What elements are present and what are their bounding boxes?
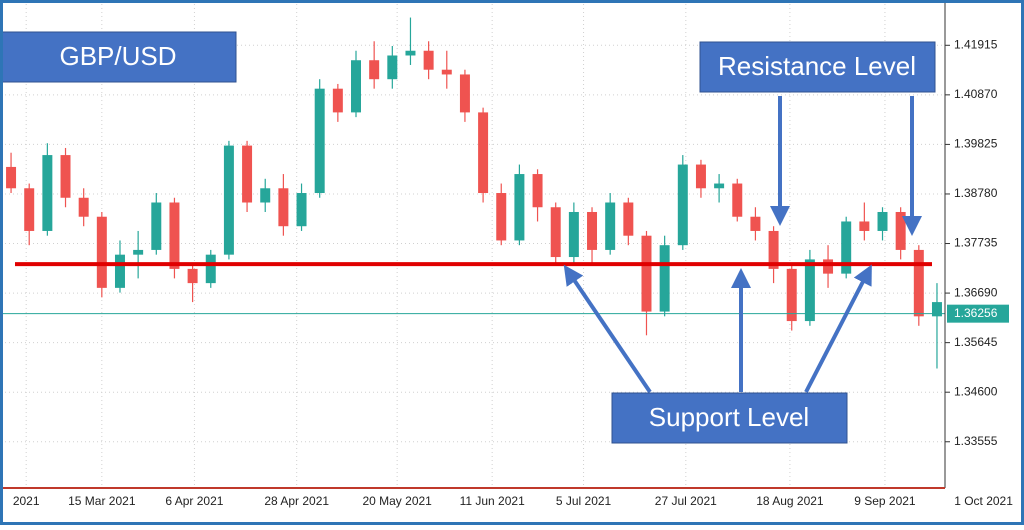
candle-body	[96, 216, 107, 288]
candle-body	[205, 254, 216, 284]
x-tick-label: 18 Aug 2021	[756, 494, 824, 508]
y-tick-label: 1.40870	[954, 87, 998, 101]
y-tick-label: 1.41915	[954, 37, 998, 51]
candle-body	[895, 211, 906, 250]
x-tick-label: 2021	[13, 494, 40, 508]
y-tick-label: 1.33555	[954, 434, 998, 448]
candle-body	[532, 174, 543, 208]
candle-body	[677, 164, 688, 246]
candle-body	[260, 188, 271, 203]
candle-body	[714, 183, 725, 189]
resistance-label: Resistance Level	[718, 51, 916, 81]
candle-body	[351, 60, 361, 113]
resistance-box	[699, 41, 936, 93]
candle-body	[605, 202, 616, 250]
x-tick-label: 5 Jul 2021	[556, 494, 612, 508]
support-box	[611, 392, 848, 444]
candle-body	[278, 188, 289, 227]
x-tick-label: 11 Jun 2021	[460, 494, 525, 508]
candle-body	[24, 188, 35, 231]
arrow	[563, 264, 652, 394]
candle-body	[514, 174, 525, 241]
candle-body	[42, 155, 53, 231]
candle-body	[114, 254, 125, 288]
candle-body	[133, 249, 144, 255]
candle-body	[6, 166, 17, 189]
candle-body	[60, 155, 71, 198]
candle-body	[187, 268, 198, 284]
candle-body	[623, 202, 634, 236]
candle-body	[841, 221, 852, 274]
candle-body	[587, 211, 598, 250]
candle-body	[151, 202, 162, 250]
candle-body	[78, 197, 89, 217]
candle-body	[641, 235, 652, 312]
current-price-label: 1.36256	[954, 306, 998, 320]
candle-body	[877, 211, 888, 231]
chart-title: GBP/USD	[59, 41, 176, 71]
candle-body	[659, 245, 670, 312]
y-tick-label: 1.36690	[954, 285, 998, 299]
candle-body	[314, 88, 325, 194]
candle-body	[931, 302, 942, 317]
candle-body	[169, 202, 180, 269]
candle-body	[423, 50, 434, 70]
candle-body	[786, 268, 797, 322]
candle-body	[913, 249, 924, 317]
candle-body	[568, 211, 579, 258]
candle-body	[859, 221, 870, 231]
candle-body	[332, 88, 343, 113]
x-tick-label: 28 Apr 2021	[264, 494, 329, 508]
support-label: Support Level	[649, 402, 809, 432]
x-tick-label: 1 Oct 2021	[954, 494, 1013, 508]
candle-body	[823, 259, 834, 274]
candle-body	[441, 69, 452, 75]
x-tick-label: 15 Mar 2021	[68, 494, 136, 508]
candle-body	[369, 60, 380, 80]
x-tick-label: 20 May 2021	[362, 494, 432, 508]
candle-body	[768, 230, 779, 269]
current-price-box	[947, 304, 1009, 323]
y-tick-label: 1.38780	[954, 186, 998, 200]
candle-body	[387, 55, 398, 80]
title-box	[0, 31, 237, 83]
candle-body	[496, 193, 507, 241]
candle-body	[405, 50, 416, 56]
y-tick-label: 1.34600	[954, 384, 998, 398]
candle-body	[242, 145, 253, 203]
x-tick-label: 9 Sep 2021	[854, 494, 916, 508]
candle-body	[459, 74, 470, 113]
candle-body	[223, 145, 234, 255]
candle-body	[695, 164, 706, 189]
x-tick-label: 27 Jul 2021	[655, 494, 717, 508]
candle-body	[478, 112, 489, 194]
x-tick-label: 6 Apr 2021	[165, 494, 223, 508]
candle-body	[804, 259, 815, 322]
y-tick-label: 1.37735	[954, 236, 998, 250]
candle-body	[550, 207, 561, 258]
candle-body	[750, 216, 761, 231]
y-tick-label: 1.35645	[954, 335, 998, 349]
arrow	[804, 264, 872, 393]
y-tick-label: 1.39825	[954, 137, 998, 151]
candle-body	[296, 193, 307, 227]
candle-body	[732, 183, 743, 217]
